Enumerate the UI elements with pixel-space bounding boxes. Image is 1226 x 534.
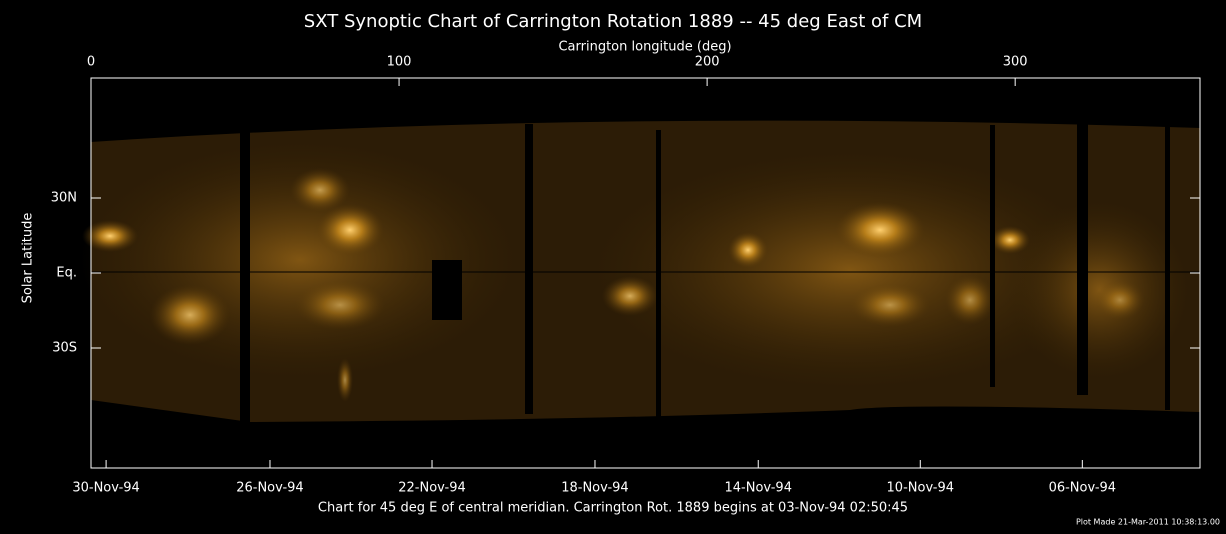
- x-axis-label: Carrington longitude (deg): [558, 40, 731, 55]
- chart-title: SXT Synoptic Chart of Carrington Rotatio…: [304, 11, 922, 32]
- x-tick-label: 300: [1003, 55, 1028, 70]
- caption: Chart for 45 deg E of central meridian. …: [318, 501, 908, 516]
- x2-tick-label: 22-Nov-94: [398, 481, 466, 496]
- x2-tick-label: 30-Nov-94: [72, 481, 140, 496]
- x2-tick-label: 06-Nov-94: [1049, 481, 1117, 496]
- x2-tick-label: 10-Nov-94: [887, 481, 955, 496]
- synoptic-image: [80, 120, 1200, 422]
- y-tick-label: 30S: [52, 341, 77, 356]
- y-tick-label: Eq.: [56, 266, 77, 281]
- footnote: Plot Made 21-Mar-2011 10:38:13.00: [1076, 518, 1220, 527]
- x2-tick-label: 18-Nov-94: [561, 481, 629, 496]
- y-axis-label: Solar Latitude: [21, 213, 36, 304]
- x-tick-label: 100: [387, 55, 412, 70]
- x-tick-label: 200: [695, 55, 720, 70]
- x2-tick-label: 26-Nov-94: [236, 481, 304, 496]
- y-tick-label: 30N: [51, 191, 77, 206]
- x-tick-label: 0: [87, 55, 95, 70]
- x2-tick-label: 14-Nov-94: [724, 481, 792, 496]
